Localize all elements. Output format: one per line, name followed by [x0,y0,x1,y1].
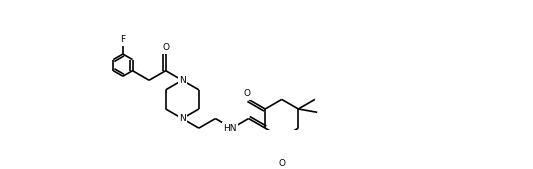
Text: N: N [179,76,185,85]
Text: O: O [278,159,285,168]
Text: F: F [120,35,125,44]
Text: O: O [162,43,169,52]
Text: O: O [243,89,251,98]
Text: N: N [179,114,185,123]
Text: HN: HN [223,124,237,133]
